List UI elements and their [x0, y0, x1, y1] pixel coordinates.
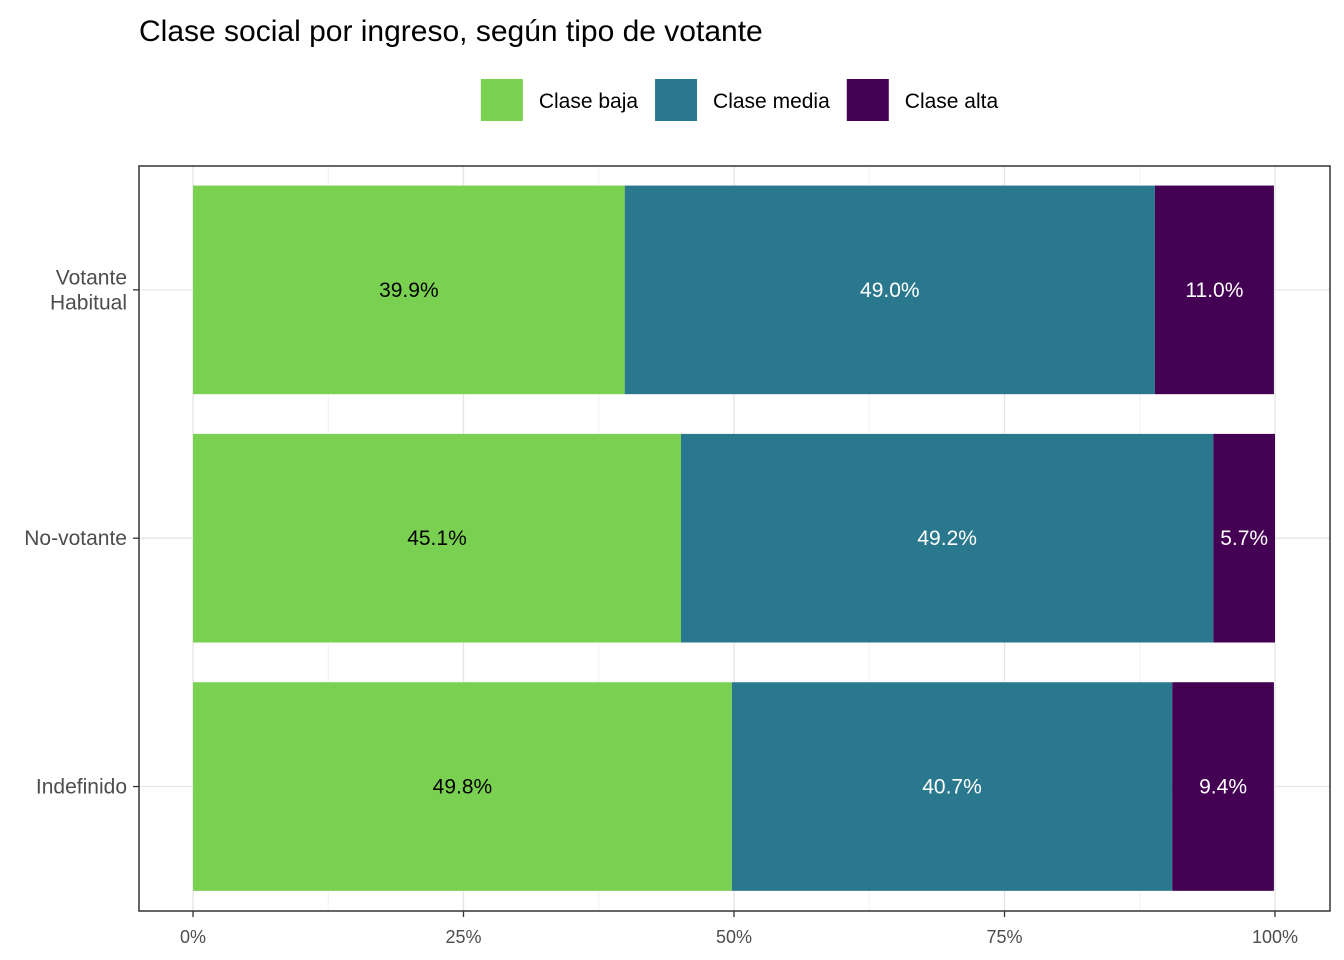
y-axis: Votante Habitual No-votante Indefinido	[24, 266, 139, 799]
x-tick-label: 0%	[180, 927, 206, 947]
legend-label: Clase alta	[905, 90, 999, 113]
bar-value-label: 9.4%	[1199, 776, 1247, 799]
bar-segment	[193, 682, 732, 891]
x-tick-label: 50%	[716, 927, 752, 947]
bar-segment	[193, 433, 681, 643]
y-tick-label: Votante Habitual	[50, 266, 127, 314]
bar-value-label: 49.8%	[433, 776, 493, 799]
bar-value-label: 45.1%	[407, 527, 467, 550]
y-tick-label-line: Votante	[56, 266, 127, 289]
legend-key	[480, 79, 523, 121]
legend-label: Clase media	[713, 90, 830, 113]
bar-segment	[624, 185, 1155, 395]
legend: Clase baja Clase media Clase alta	[480, 79, 999, 121]
y-tick-label: Indefinido	[36, 776, 127, 799]
legend-label: Clase baja	[539, 90, 639, 113]
bar-value-label: 40.7%	[922, 776, 982, 799]
legend-key	[846, 79, 889, 121]
bar-segment	[1213, 433, 1275, 643]
bar-segment	[1154, 185, 1274, 395]
bar-value-label: 39.9%	[379, 279, 439, 302]
bar-value-label: 11.0%	[1185, 279, 1243, 302]
plot-area: 39.9% 49.0% 11.0% 45.1% 49.2% 5.7% 49.8% 40.7% 9…	[138, 165, 1331, 912]
bar-value-label: 49.0%	[860, 279, 920, 302]
bar-value-label: 49.2%	[917, 527, 977, 550]
bar-segment	[1172, 682, 1274, 891]
x-tick-label: 100%	[1252, 927, 1298, 947]
x-tick-label: 25%	[445, 927, 481, 947]
bars	[193, 185, 1275, 891]
chart-title: Clase social por ingreso, según tipo de …	[139, 15, 763, 48]
legend-key	[655, 79, 698, 121]
bar-value-label: 5.7%	[1220, 527, 1268, 550]
x-tick-label: 75%	[986, 927, 1022, 947]
bar-labels: 39.9% 49.0% 11.0% 45.1% 49.2% 5.7% 49.8% 40.7% 9…	[379, 279, 1268, 799]
y-tick-label-line: Indefinido	[36, 776, 127, 799]
y-tick-label: No-votante	[24, 527, 127, 550]
bar-segment	[680, 433, 1214, 643]
bar-segment	[193, 185, 625, 395]
y-tick-label-line: No-votante	[24, 527, 127, 550]
bar-segment	[731, 682, 1173, 891]
y-tick-label-line: Habitual	[50, 291, 127, 314]
x-axis: 0% 25% 50% 75% 100%	[180, 911, 1298, 947]
